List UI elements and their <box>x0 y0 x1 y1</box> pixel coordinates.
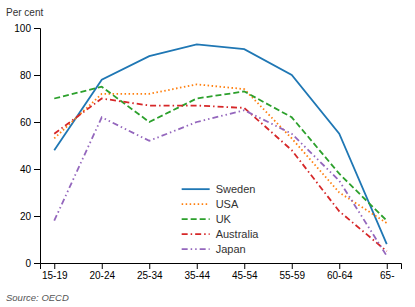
legend-swatch <box>182 203 210 205</box>
plot: 15-19 20-24 25-34 35-44 45-54 55-59 60-64 65- 0 2… <box>14 23 401 281</box>
tick: 20-24 <box>89 263 115 281</box>
tick-label: 100 <box>14 23 31 34</box>
legend-label: USA <box>216 198 239 210</box>
tick-mark <box>244 263 245 269</box>
legend-swatch <box>182 188 210 190</box>
tick-mark <box>292 263 293 269</box>
legend-label: Sweden <box>216 183 256 195</box>
tick-mark <box>197 263 198 269</box>
tick: 25-34 <box>137 263 163 281</box>
tick: 0 <box>25 258 40 269</box>
tick-mark <box>387 263 388 269</box>
chart: 15-19 20-24 25-34 35-44 45-54 55-59 60-64 65- 0 2… <box>0 0 415 307</box>
tick-label: 15-19 <box>42 270 68 281</box>
tick-mark <box>34 216 40 217</box>
legend-label: Australia <box>216 228 260 240</box>
tick-label: 40 <box>20 164 32 175</box>
legend-swatch <box>182 218 210 220</box>
legend-entry: USA <box>182 198 239 210</box>
y-axis: 0 20 40 60 80 100 <box>14 23 40 269</box>
tick-label: 55-59 <box>279 270 305 281</box>
series-line <box>54 84 387 223</box>
tick-mark <box>102 263 103 269</box>
axis-line <box>41 264 402 270</box>
tick-label: 65- <box>380 270 394 281</box>
tick-label: 45-54 <box>232 270 258 281</box>
annotation: Source: OECD <box>6 292 69 303</box>
tick-mark <box>34 28 40 29</box>
x-axis: 15-19 20-24 25-34 35-44 45-54 55-59 60-64 65- <box>41 263 402 281</box>
tick-label: 25-34 <box>137 270 163 281</box>
tick: 15-19 <box>42 263 68 281</box>
legend-label: UK <box>216 213 232 225</box>
tick-mark <box>34 75 40 76</box>
series-line <box>54 110 387 256</box>
tick-label: 35-44 <box>184 270 210 281</box>
legend-entry: Japan <box>182 243 246 255</box>
y-axis-label: Per cent <box>6 7 43 18</box>
tick-label: 60 <box>20 117 32 128</box>
tick-label: 80 <box>20 70 32 81</box>
tick: 40 <box>20 164 40 175</box>
tick-label: 0 <box>25 258 31 269</box>
legend-swatch <box>182 248 210 250</box>
tick-label: 20-24 <box>89 270 115 281</box>
legend-entry: Sweden <box>182 183 256 195</box>
legend: Sweden USA UK Australia Japan <box>182 183 260 255</box>
tick: 20 <box>20 211 40 222</box>
tick-mark <box>339 263 340 269</box>
tick-mark <box>149 263 150 269</box>
tick: 100 <box>14 23 40 34</box>
legend-entry: Australia <box>182 228 260 240</box>
tick-mark <box>54 263 55 269</box>
axis-line <box>34 29 41 264</box>
tick: 55-59 <box>279 263 305 281</box>
series-line <box>54 44 387 244</box>
tick: 45-54 <box>232 263 258 281</box>
tick-label: 60-64 <box>327 270 353 281</box>
lines <box>54 44 387 256</box>
tick-mark <box>34 169 40 170</box>
legend-swatch <box>182 233 210 235</box>
tick: 80 <box>20 70 40 81</box>
series-line <box>54 99 387 252</box>
tick-mark <box>34 263 40 264</box>
tick: 60-64 <box>327 263 353 281</box>
tick: 35-44 <box>184 263 210 281</box>
tick-label: 20 <box>20 211 32 222</box>
tick-mark <box>34 122 40 123</box>
legend-entry: UK <box>182 213 232 225</box>
tick: 65- <box>380 263 394 281</box>
legend-label: Japan <box>216 243 246 255</box>
tick: 60 <box>20 117 40 128</box>
